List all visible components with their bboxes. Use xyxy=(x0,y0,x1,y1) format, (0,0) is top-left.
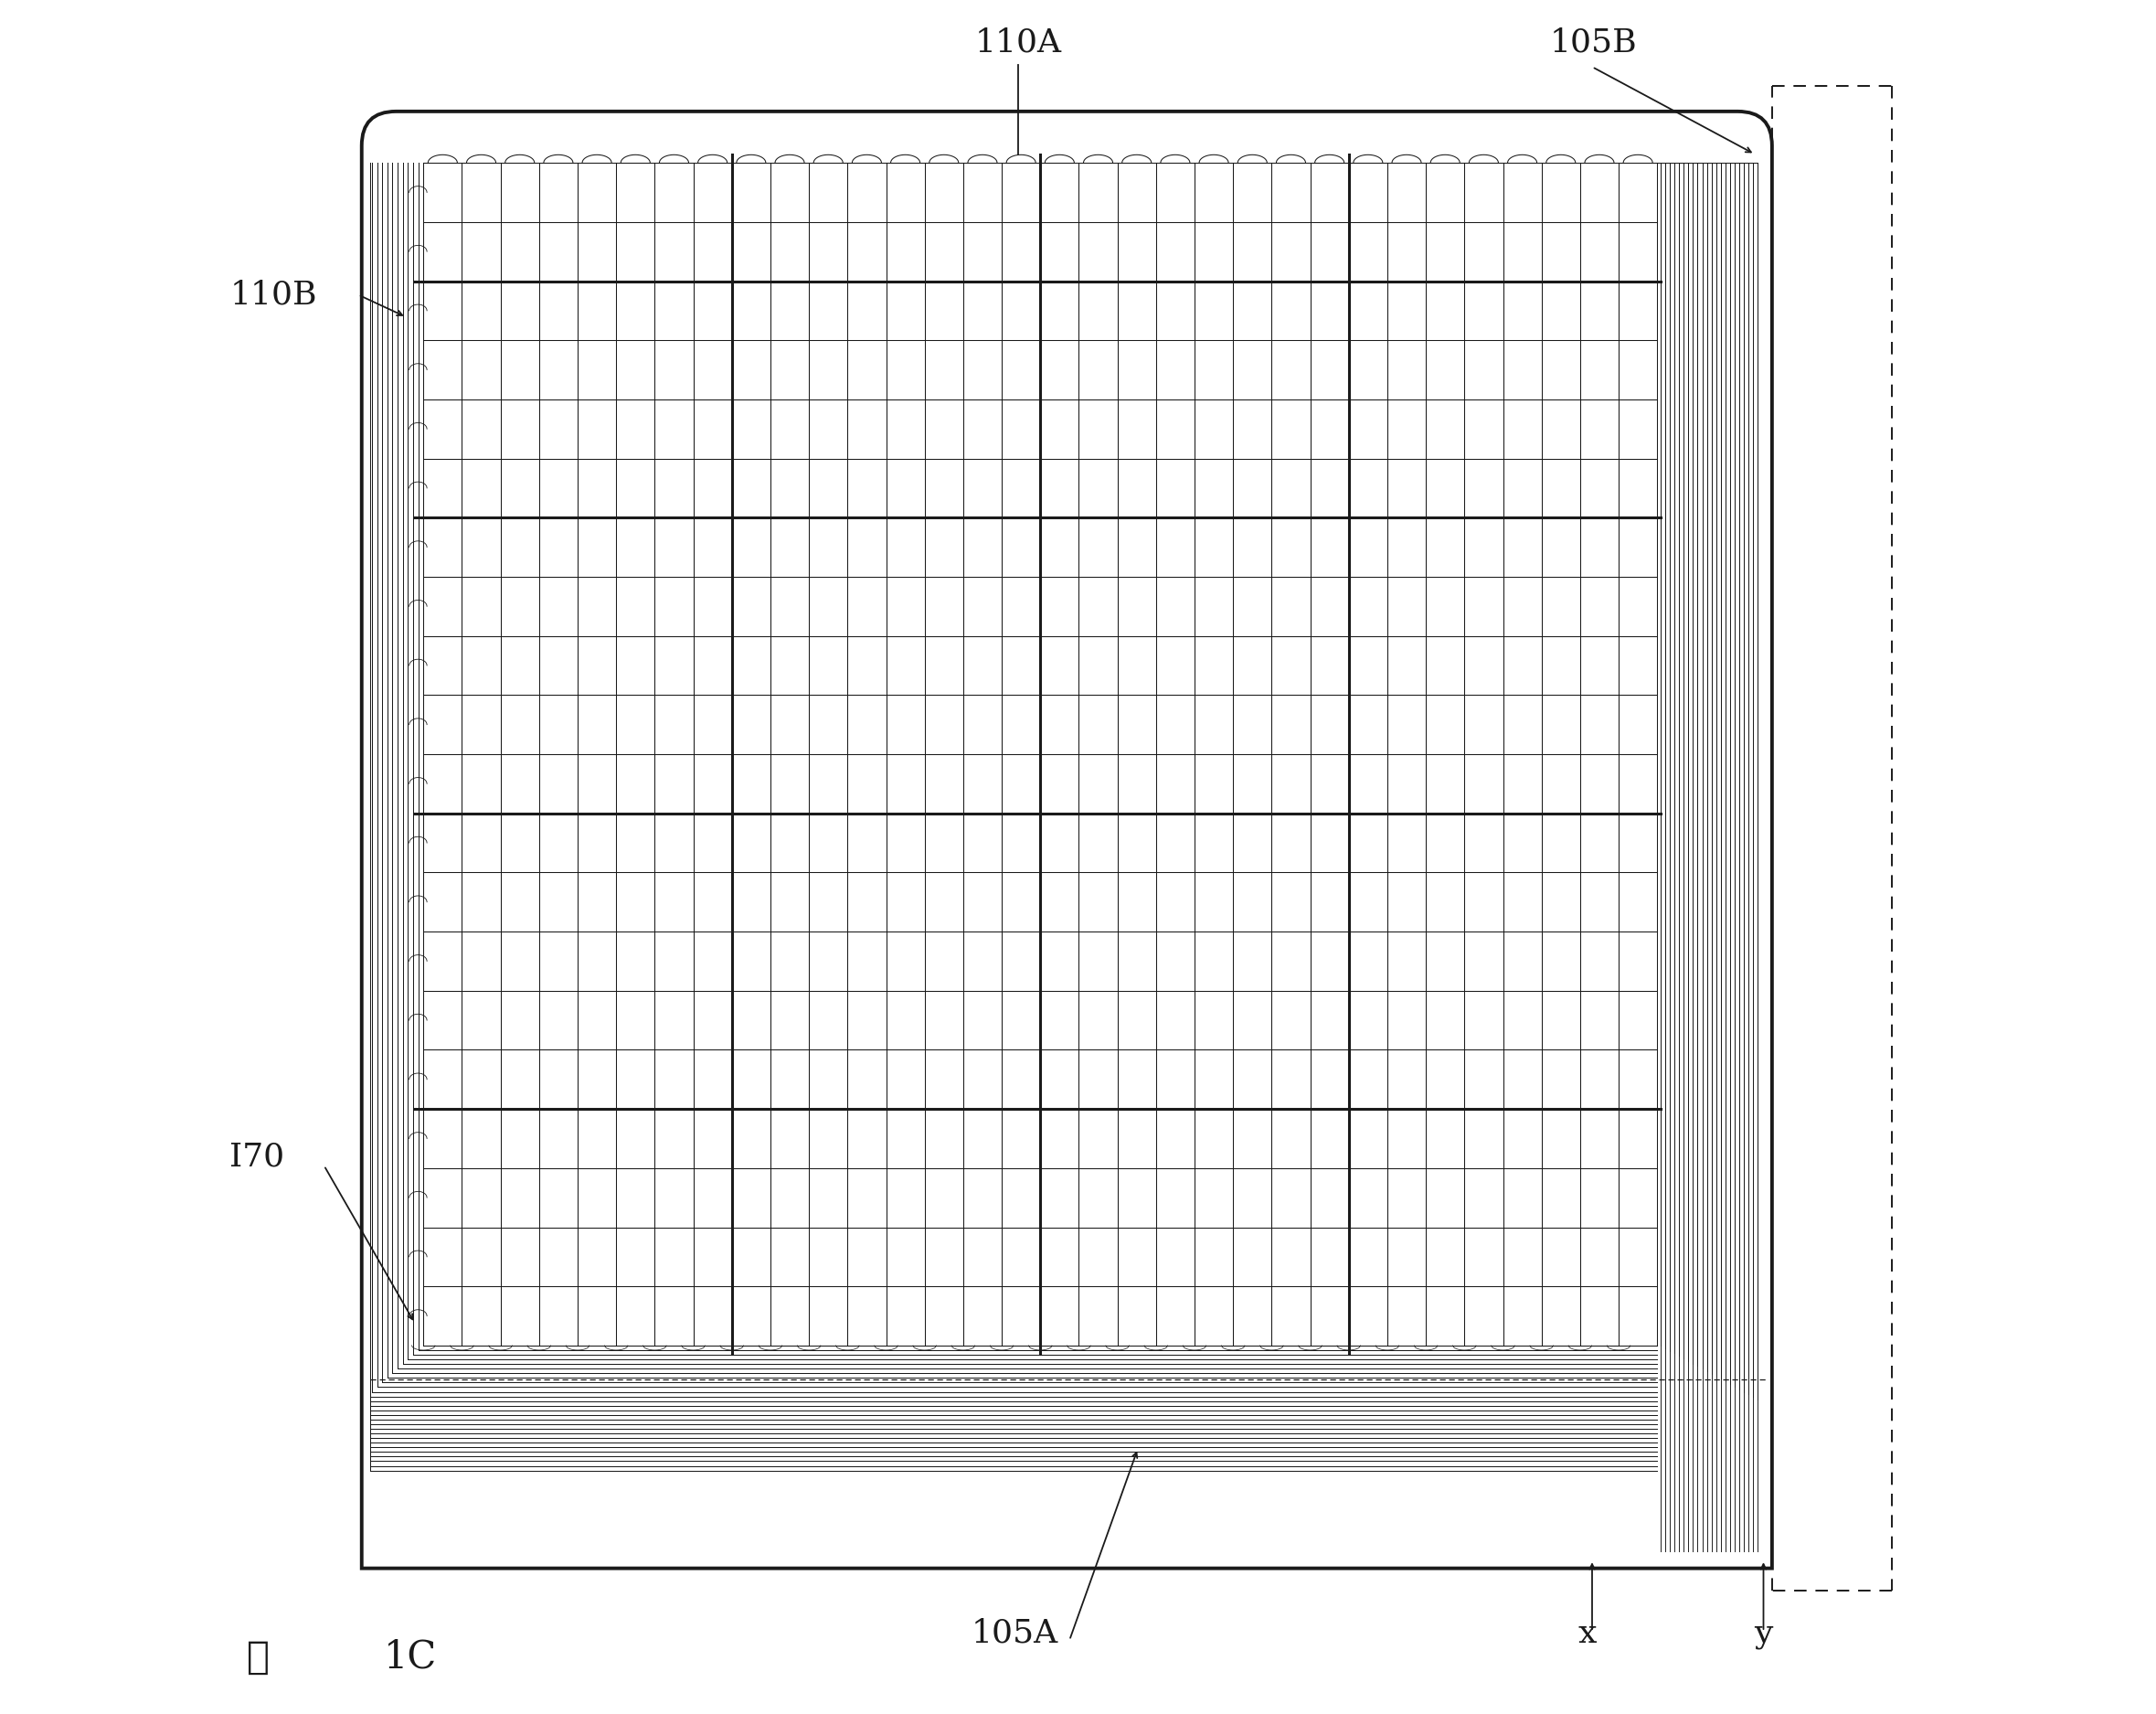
Text: 1C: 1C xyxy=(384,1639,438,1676)
Text: 110B: 110B xyxy=(231,279,317,310)
Text: x: x xyxy=(1578,1618,1595,1649)
Text: 图: 图 xyxy=(248,1639,270,1676)
Text: y: y xyxy=(1755,1618,1772,1649)
Text: 105A: 105A xyxy=(970,1618,1059,1649)
Text: I70: I70 xyxy=(231,1142,285,1172)
Text: 110A: 110A xyxy=(975,27,1061,58)
Text: 105B: 105B xyxy=(1550,27,1636,58)
